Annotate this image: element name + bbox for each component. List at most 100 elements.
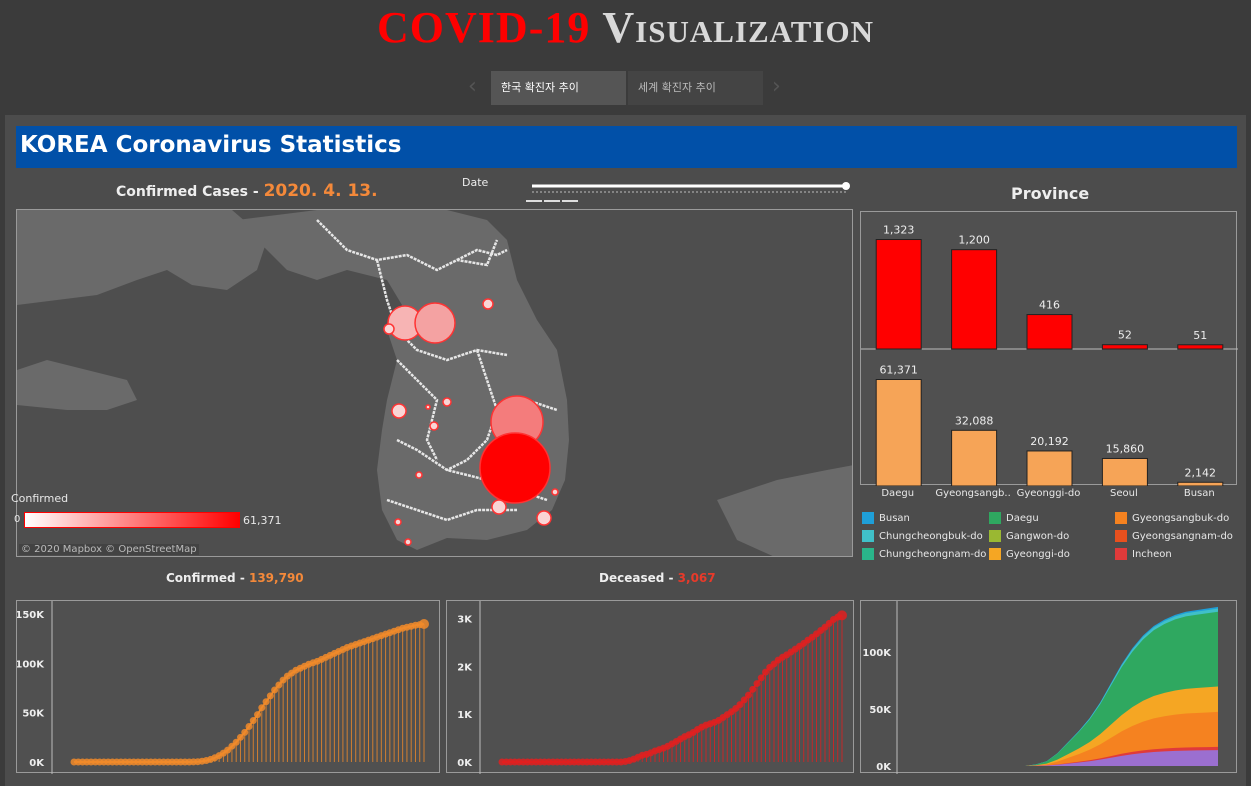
province-bar-label: 32,088 bbox=[955, 414, 994, 427]
data-point[interactable] bbox=[837, 610, 847, 621]
bubble-chungnam[interactable] bbox=[391, 403, 407, 419]
map-legend-gradient bbox=[24, 512, 240, 528]
data-point[interactable] bbox=[245, 722, 253, 730]
province-bar-bed-confirmed[interactable] bbox=[1101, 344, 1148, 350]
bubble-gyeongnam[interactable] bbox=[491, 499, 507, 515]
next-arrow-icon[interactable]: › bbox=[772, 74, 781, 99]
bubble-gyeonggi[interactable] bbox=[414, 302, 456, 344]
legend-label: Gyeonggi-do bbox=[1006, 548, 1070, 560]
data-point[interactable] bbox=[254, 711, 262, 719]
province-bar-label: 51 bbox=[1193, 329, 1207, 342]
map-legend-title: Confirmed bbox=[11, 492, 69, 505]
data-point[interactable] bbox=[757, 674, 765, 682]
province-bar-confirmed[interactable] bbox=[1101, 457, 1148, 487]
legend-chungnam[interactable]: Chungcheongnam-do bbox=[862, 548, 986, 560]
bubble-daegu[interactable] bbox=[479, 432, 551, 504]
province-bar-confirmed[interactable] bbox=[875, 379, 922, 487]
province-bar-label: 1,200 bbox=[958, 234, 990, 247]
banner-title: KOREA Coronavirus Statistics bbox=[20, 132, 402, 158]
bubble-chungbuk[interactable] bbox=[442, 397, 452, 407]
deceased-title: Deceased - 3,067 bbox=[599, 571, 716, 585]
data-point[interactable] bbox=[249, 717, 257, 725]
data-point[interactable] bbox=[740, 696, 748, 704]
legend-label: Daegu bbox=[1006, 512, 1039, 524]
legend-chungbuk[interactable]: Chungcheongbuk-do bbox=[862, 530, 983, 542]
data-point[interactable] bbox=[266, 692, 274, 700]
legend-busan[interactable]: Busan bbox=[862, 512, 910, 524]
province-bar-confirmed[interactable] bbox=[951, 429, 998, 487]
province-bar-label: 2,142 bbox=[1185, 466, 1217, 479]
date-slider-handle[interactable] bbox=[842, 182, 850, 190]
bubble-busan[interactable] bbox=[536, 510, 552, 526]
bubble-sejong[interactable] bbox=[429, 421, 439, 431]
tab-world[interactable]: 세계 확진자 추이 bbox=[628, 71, 763, 105]
province-area-chart[interactable]: 0K 50K 100K bbox=[861, 601, 1238, 774]
map-attribution[interactable]: © 2020 Mapbox © OpenStreetMap bbox=[19, 544, 199, 555]
province-bar-confirmed[interactable] bbox=[1026, 450, 1073, 487]
province-category-label: Gyeongsangb.. bbox=[935, 488, 1011, 499]
confirmed-chart[interactable]: 0K 50K 100K 150K bbox=[15, 601, 441, 774]
province-category-label: Gyeonggi-do bbox=[1016, 488, 1081, 499]
bubble-gwangju[interactable] bbox=[394, 518, 402, 526]
data-point[interactable] bbox=[232, 738, 240, 746]
area-seoul[interactable] bbox=[961, 750, 1218, 766]
date-filter-label: Date bbox=[462, 176, 489, 189]
data-point[interactable] bbox=[745, 691, 752, 699]
data-point[interactable] bbox=[762, 668, 769, 676]
bubble-daejeon[interactable] bbox=[425, 404, 431, 410]
data-point[interactable] bbox=[753, 680, 761, 688]
y-tick-label: 3K bbox=[457, 615, 473, 626]
province-category-label: Daegu bbox=[881, 488, 915, 499]
legend-gyeongbuk[interactable]: Gyeongsangbuk-do bbox=[1115, 512, 1229, 524]
province-panel: 1,323 1,200 416 52 51 61,371 32,088 20,192 15,86… bbox=[860, 211, 1238, 487]
data-point[interactable] bbox=[275, 681, 283, 689]
bubble-ulsan[interactable] bbox=[551, 488, 559, 496]
bubble-incheon[interactable] bbox=[383, 323, 395, 335]
legend-swatch bbox=[1115, 512, 1127, 524]
legend-swatch bbox=[989, 530, 1001, 542]
bubble-jeonnam[interactable] bbox=[404, 538, 412, 546]
province-chart[interactable]: 1,323 1,200 416 52 51 61,371 32,088 20,192 15,86… bbox=[861, 212, 1238, 487]
map-bubbles[interactable] bbox=[383, 298, 559, 546]
korea-map[interactable] bbox=[17, 210, 853, 557]
province-bar-label: 416 bbox=[1039, 299, 1060, 312]
y-tick-label: 0K bbox=[29, 758, 45, 769]
data-point[interactable] bbox=[236, 733, 244, 741]
page-title: COVID-19 Visualization bbox=[0, 0, 1251, 60]
confirmed-chart-panel: 0K 50K 100K 150K bbox=[15, 600, 441, 774]
y-tick-label: 100K bbox=[17, 659, 45, 670]
legend-gyeonggi[interactable]: Gyeonggi-do bbox=[989, 548, 1070, 560]
bubble-jeonbuk[interactable] bbox=[415, 471, 423, 479]
bubble-gangwon[interactable] bbox=[482, 298, 494, 310]
legend-gyeongnam[interactable]: Gyeongsangnam-do bbox=[1115, 530, 1233, 542]
data-point[interactable] bbox=[258, 704, 266, 712]
data-point[interactable] bbox=[419, 619, 429, 630]
legend-label: Busan bbox=[879, 512, 910, 524]
deceased-chart-panel: 0K 1K 2K 3K bbox=[446, 600, 855, 774]
province-bar-bed-confirmed[interactable] bbox=[951, 249, 998, 350]
province-bar-bed-confirmed[interactable] bbox=[875, 239, 922, 350]
legend-swatch bbox=[862, 530, 874, 542]
province-bar-confirmed[interactable] bbox=[1177, 481, 1224, 487]
legend-incheon[interactable]: Incheon bbox=[1115, 548, 1172, 560]
province-bar-bed-confirmed[interactable] bbox=[1026, 314, 1073, 350]
confirmed-title-value: 139,790 bbox=[248, 571, 304, 585]
legend-daegu[interactable]: Daegu bbox=[989, 512, 1039, 524]
data-point[interactable] bbox=[262, 698, 270, 706]
legend-label: Chungcheongnam-do bbox=[879, 548, 987, 560]
data-point[interactable] bbox=[736, 701, 744, 709]
deceased-chart[interactable]: 0K 1K 2K 3K bbox=[447, 601, 855, 774]
map-title-label: Confirmed Cases - bbox=[116, 184, 259, 200]
data-point[interactable] bbox=[271, 686, 279, 694]
legend-gangwon[interactable]: Gangwon-do bbox=[989, 530, 1069, 542]
legend-swatch bbox=[989, 548, 1001, 560]
data-point[interactable] bbox=[749, 685, 757, 693]
prev-arrow-icon[interactable]: ‹ bbox=[468, 74, 477, 99]
province-bar-bed-confirmed[interactable] bbox=[1177, 344, 1224, 350]
confirmed-title: Confirmed - 139,790 bbox=[166, 571, 304, 585]
map-panel[interactable]: © 2020 Mapbox © OpenStreetMap bbox=[16, 209, 853, 557]
date-slider[interactable] bbox=[524, 180, 854, 206]
data-point[interactable] bbox=[241, 728, 249, 736]
tab-korea[interactable]: 한국 확진자 추이 bbox=[491, 71, 626, 105]
